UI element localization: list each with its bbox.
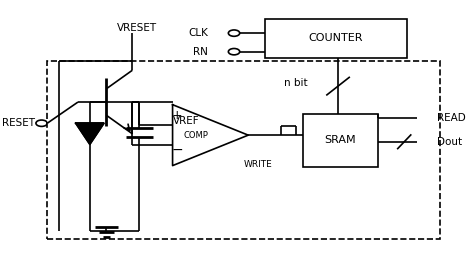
Text: +: + [172, 109, 182, 122]
Text: WRITE: WRITE [243, 160, 272, 169]
Text: COUNTER: COUNTER [309, 33, 363, 43]
Text: RESET: RESET [2, 118, 36, 128]
Text: Dout: Dout [438, 137, 463, 147]
Polygon shape [173, 105, 248, 166]
Bar [302, 114, 378, 167]
Polygon shape [76, 123, 104, 144]
Text: VRESET: VRESET [117, 23, 157, 33]
Bar [47, 61, 440, 238]
Text: VREF: VREF [173, 116, 199, 126]
Bar [265, 19, 407, 58]
Text: CLK: CLK [188, 28, 208, 38]
Text: COMP: COMP [184, 131, 209, 140]
Text: −: − [172, 143, 183, 157]
Text: n bit: n bit [283, 78, 307, 89]
Text: RN: RN [193, 47, 208, 57]
Text: SRAM: SRAM [325, 135, 356, 145]
Text: READ: READ [438, 113, 466, 123]
